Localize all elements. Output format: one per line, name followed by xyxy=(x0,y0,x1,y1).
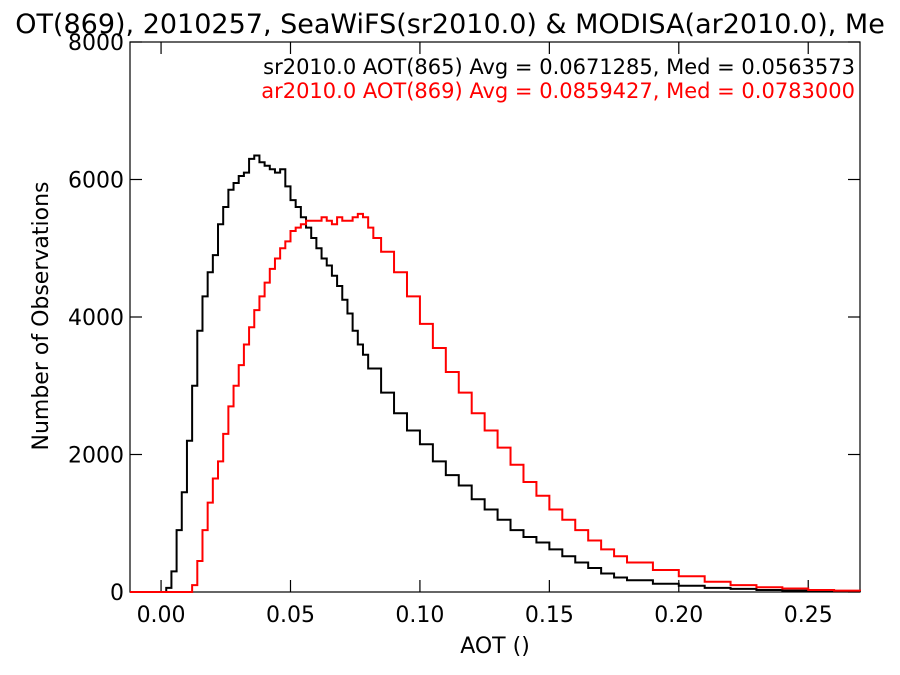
series-line-1 xyxy=(130,212,861,593)
legend-entry-1: ar2010.0 AOT(869) Avg = 0.0859427, Med =… xyxy=(261,79,855,103)
x-tick-label: 0.20 xyxy=(654,603,703,628)
x-tick-label: 0.10 xyxy=(395,603,444,628)
y-tick-label: 6000 xyxy=(68,169,124,194)
x-axis-label: AOT () xyxy=(460,634,530,659)
x-tick-label: 0.15 xyxy=(525,603,574,628)
legend: sr2010.0 AOT(865) Avg = 0.0671285, Med =… xyxy=(261,55,855,103)
y-axis-label: Number of Observations xyxy=(29,182,54,451)
x-tick-label: 0.05 xyxy=(266,603,315,628)
x-tick-label: 0.25 xyxy=(784,603,833,628)
chart-title: OT(869), 2010257, SeaWiFS(sr2010.0) & MO… xyxy=(15,9,885,40)
y-tick-label: 0 xyxy=(110,581,124,606)
x-tick-label: 0.00 xyxy=(137,603,186,628)
y-tick-label: 4000 xyxy=(68,306,124,331)
series-layer xyxy=(130,154,861,593)
y-tick-label: 2000 xyxy=(68,444,124,469)
x-axis: 0.00 0.05 0.10 0.15 0.20 0.25 xyxy=(137,42,833,628)
y-tick-label: 8000 xyxy=(68,31,124,56)
y-axis: 0 2000 4000 6000 8000 xyxy=(68,31,860,606)
series-line-0 xyxy=(130,154,861,593)
legend-entry-0: sr2010.0 AOT(865) Avg = 0.0671285, Med =… xyxy=(263,55,855,79)
